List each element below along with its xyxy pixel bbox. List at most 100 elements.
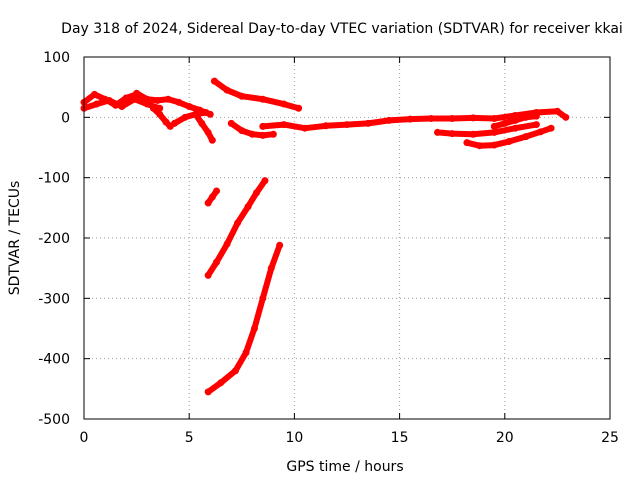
data-point <box>208 136 216 144</box>
y-axis-label: SDTVAR / TECUs <box>7 181 23 296</box>
data-point <box>448 115 456 123</box>
series-arc-steep-1 <box>204 177 269 279</box>
data-point <box>210 77 218 85</box>
data-point <box>149 104 157 112</box>
data-point <box>192 110 200 118</box>
chart-title: Day 318 of 2024, Sidereal Day-to-day VTE… <box>61 21 623 37</box>
data-point <box>522 113 530 121</box>
data-point <box>238 92 246 100</box>
data-point <box>448 130 456 138</box>
data-point <box>238 127 246 135</box>
x-tick-label: 10 <box>285 430 303 446</box>
series-arc-early-6 <box>192 110 216 144</box>
data-point <box>301 124 309 132</box>
data-point <box>511 124 519 132</box>
data-point <box>476 142 484 150</box>
data-point <box>259 122 267 130</box>
data-point <box>490 122 498 130</box>
series-line <box>171 109 209 127</box>
y-tick-label: 100 <box>43 50 70 66</box>
data-point <box>385 116 393 124</box>
data-point <box>133 89 141 97</box>
x-tick-label: 5 <box>185 430 194 446</box>
data-point <box>244 203 252 211</box>
series-arc-steep-short <box>204 187 221 207</box>
data-point <box>269 130 277 138</box>
data-point <box>223 86 231 94</box>
data-point <box>93 100 101 108</box>
axis-ticks: 0 5 10 15 20 25 -500 -400 -300 -200 -100 0 100 <box>38 50 619 446</box>
data-point <box>259 95 267 103</box>
series-arc-mid-2 <box>227 119 277 139</box>
y-tick-label: 0 <box>61 110 70 126</box>
x-tick-label: 0 <box>80 430 89 446</box>
data-point <box>204 199 212 207</box>
data-point <box>208 193 216 201</box>
data-point <box>213 258 221 266</box>
y-tick-label: -200 <box>38 231 70 247</box>
data-point <box>469 130 477 138</box>
data-point <box>259 294 267 302</box>
data-point <box>433 128 441 136</box>
data-point <box>280 100 288 108</box>
data-point <box>170 119 178 127</box>
data-point <box>118 102 126 110</box>
data-point <box>511 116 519 124</box>
data-point <box>490 115 498 123</box>
y-tick-label: -100 <box>38 171 70 187</box>
data-point <box>505 137 513 145</box>
data-point <box>261 177 269 185</box>
data-point <box>322 122 330 130</box>
series-arc-mid-1 <box>210 77 303 112</box>
series-arc-early-4 <box>149 104 174 130</box>
data-point <box>223 240 231 248</box>
data-point <box>227 119 235 127</box>
data-point <box>427 115 435 123</box>
data-point <box>202 109 210 117</box>
data-point <box>280 121 288 129</box>
data-point <box>91 90 99 98</box>
data-point <box>547 124 555 132</box>
data-point <box>501 119 509 127</box>
data-point <box>130 95 138 103</box>
series-arc-late-1 <box>433 121 540 138</box>
y-tick-label: -300 <box>38 291 70 307</box>
data-point <box>234 219 242 227</box>
data-point <box>553 107 561 115</box>
data-point <box>198 119 206 127</box>
x-axis-label: GPS time / hours <box>286 459 403 475</box>
data-point <box>259 131 267 139</box>
series-arc-late-2 <box>463 124 555 150</box>
data-point <box>490 128 498 136</box>
data-point <box>463 139 471 147</box>
data-point <box>250 325 258 332</box>
data-point <box>156 110 164 118</box>
data-point <box>242 349 250 357</box>
y-tick-label: -500 <box>38 412 70 428</box>
series-arc-late-3 <box>490 112 540 130</box>
data-point <box>143 95 151 103</box>
data-point <box>185 102 193 110</box>
data-point <box>231 367 239 375</box>
data-point <box>490 141 498 149</box>
x-tick-label: 25 <box>601 430 619 446</box>
data-point <box>175 98 183 106</box>
data-point <box>164 95 172 103</box>
series-arc-early-3 <box>133 89 214 118</box>
data-point <box>522 133 530 141</box>
data-point <box>276 241 284 249</box>
data-point <box>562 113 570 121</box>
data-point <box>253 189 261 197</box>
data-point <box>217 379 225 387</box>
data-point <box>532 121 540 129</box>
data-point <box>181 113 189 121</box>
x-tick-label: 20 <box>496 430 514 446</box>
data-point <box>204 388 212 396</box>
data-point <box>469 114 477 122</box>
series-arc-steep-2 <box>204 241 284 396</box>
data-point <box>364 119 372 127</box>
series-line <box>192 111 216 144</box>
data-point <box>343 121 351 129</box>
x-tick-label: 15 <box>391 430 409 446</box>
